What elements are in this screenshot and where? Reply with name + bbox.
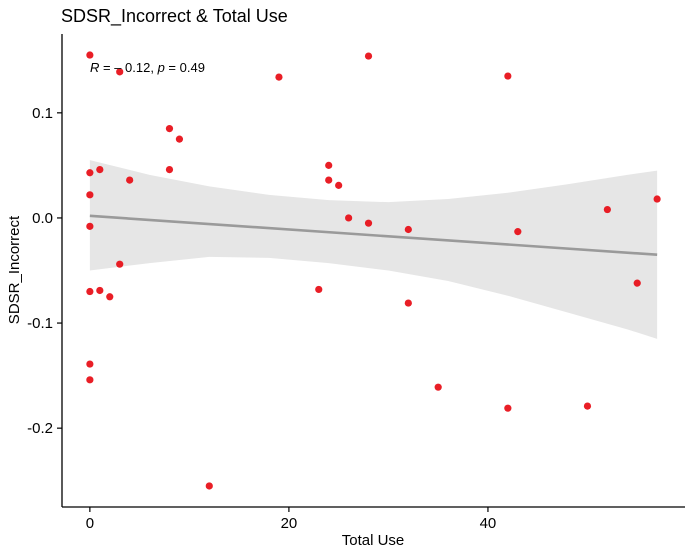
plot-panel [86, 51, 661, 490]
data-point [86, 287, 94, 296]
data-point [126, 176, 134, 184]
data-point [96, 165, 104, 174]
x-axis-title: Total Use [342, 532, 405, 549]
data-point [86, 360, 94, 368]
p-value: = 0.49 [165, 60, 205, 75]
x-tick-label: 20 [281, 515, 298, 532]
data-point [633, 279, 641, 287]
r-label: R [90, 60, 99, 75]
data-point [96, 286, 104, 295]
data-point [315, 285, 323, 294]
data-point [345, 214, 353, 222]
data-point [653, 195, 661, 203]
x-tick-label: 0 [86, 515, 94, 532]
correlation-annotation: R = – 0.12, p = 0.49 [90, 60, 205, 75]
data-point [165, 165, 174, 174]
data-point [116, 260, 124, 268]
confidence-band [89, 160, 658, 339]
data-point [86, 376, 94, 384]
y-axis-title: SDSR_Incorrect [6, 215, 23, 324]
x-tick-label: 40 [480, 515, 497, 532]
data-point [86, 169, 94, 177]
r-value: = – 0.12, [99, 60, 157, 75]
chart-title: SDSR_Incorrect & Total Use [61, 6, 288, 27]
data-point [335, 181, 343, 189]
data-point [86, 51, 94, 59]
data-points [86, 51, 661, 490]
data-point [205, 482, 213, 490]
data-point [325, 161, 333, 169]
data-point [275, 73, 283, 81]
data-point [364, 52, 373, 60]
p-label: p [157, 60, 165, 75]
data-point [603, 205, 611, 214]
data-point [325, 176, 333, 184]
data-point [175, 135, 184, 143]
data-point [106, 293, 114, 301]
y-axis-ticks: -0.2 -0.1 0.0 0.1 [27, 105, 62, 437]
y-tick-label: 0.0 [32, 210, 53, 227]
y-tick-label: -0.1 [27, 315, 53, 332]
data-point [86, 191, 94, 199]
data-point [404, 299, 412, 307]
data-point [404, 225, 412, 234]
x-axis-ticks: 0 20 40 [86, 507, 497, 532]
data-point [514, 228, 522, 236]
data-point [364, 219, 373, 227]
data-point [504, 404, 512, 412]
data-point [165, 125, 174, 133]
data-point [116, 68, 124, 76]
data-point [434, 383, 442, 391]
y-tick-label: -0.2 [27, 420, 53, 437]
y-tick-label: 0.1 [32, 105, 53, 122]
data-point [86, 222, 94, 230]
regression-line [89, 214, 658, 257]
data-point [583, 402, 592, 410]
data-point [504, 72, 512, 80]
